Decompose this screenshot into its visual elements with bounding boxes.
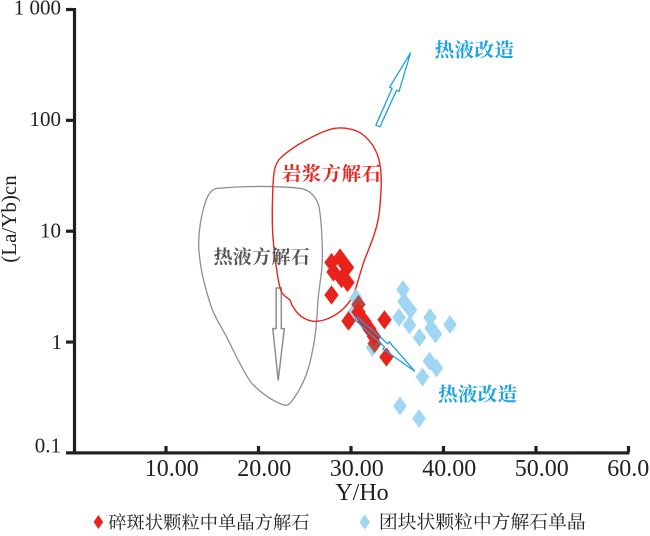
svg-text:Y/Ho: Y/Ho — [335, 480, 388, 506]
svg-text:100: 100 — [30, 107, 62, 131]
svg-text:1: 1 — [52, 330, 63, 354]
svg-text:(La/Yb)cn: (La/Yb)cn — [0, 175, 21, 263]
svg-text:10.00: 10.00 — [145, 456, 199, 482]
svg-text:1 000: 1 000 — [14, 0, 61, 20]
svg-text:50.00: 50.00 — [515, 456, 569, 482]
svg-text:30.00: 30.00 — [330, 456, 384, 482]
svg-text:0.1: 0.1 — [35, 433, 61, 457]
svg-text:20.00: 20.00 — [237, 456, 291, 482]
svg-text:40.00: 40.00 — [422, 456, 476, 482]
svg-text:10: 10 — [40, 219, 61, 243]
svg-text:60.00: 60.00 — [607, 456, 650, 482]
